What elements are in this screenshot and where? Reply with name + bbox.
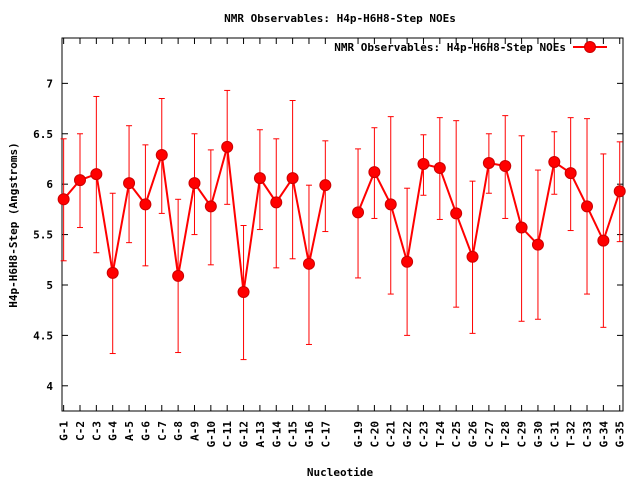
data-point — [139, 198, 152, 211]
x-tick-label: C-25 — [450, 421, 463, 448]
x-tick-label: G-30 — [532, 421, 545, 448]
data-point — [613, 185, 626, 198]
x-tick-label: C-11 — [221, 421, 234, 448]
y-tick-label: 4 — [46, 380, 53, 393]
data-point — [384, 198, 397, 211]
x-tick-label: G-10 — [205, 421, 218, 448]
x-tick-label: C-15 — [287, 421, 300, 448]
series-lines — [62, 146, 621, 293]
data-point — [253, 172, 266, 185]
data-point — [548, 155, 561, 168]
x-tick-label: G-6 — [139, 421, 152, 441]
data-point — [286, 172, 299, 185]
data-point — [73, 174, 86, 187]
x-tick-label: G-35 — [614, 421, 627, 448]
x-tick-label: T-28 — [499, 421, 512, 448]
x-tick-label: C-2 — [74, 421, 87, 441]
series-points — [57, 140, 626, 299]
x-axis-label: Nucleotide — [307, 466, 374, 479]
x-tick-label: G-26 — [467, 421, 480, 448]
x-tick-label: C-3 — [90, 421, 103, 441]
data-point — [204, 200, 217, 213]
data-point — [172, 269, 185, 282]
x-tick-label: G-22 — [401, 421, 414, 448]
x-tick-label: T-32 — [565, 421, 578, 448]
legend-label: NMR Observables: H4p-H6H8-Step NOEs — [334, 41, 566, 54]
y-tick-label: 7 — [46, 77, 53, 90]
data-point — [352, 206, 365, 219]
x-tick-label: G-34 — [597, 421, 610, 448]
data-point — [155, 148, 168, 161]
legend: NMR Observables: H4p-H6H8-Step NOEs — [334, 41, 607, 54]
data-point — [417, 158, 430, 171]
x-tick-label: G-1 — [58, 421, 71, 441]
data-point — [450, 207, 463, 220]
x-tick-label: G-19 — [352, 421, 365, 448]
data-point — [106, 266, 119, 279]
data-point — [597, 234, 610, 247]
legend-marker — [584, 41, 596, 53]
x-tick-label: C-27 — [483, 421, 496, 448]
data-point — [57, 193, 70, 206]
data-point — [188, 177, 201, 190]
data-point — [515, 221, 528, 234]
data-point — [319, 179, 332, 192]
data-point — [302, 257, 315, 270]
data-point — [368, 166, 381, 179]
data-point — [221, 140, 234, 153]
x-tick-label: G-14 — [270, 421, 283, 448]
data-point — [581, 200, 594, 213]
data-point — [531, 238, 544, 251]
data-point — [466, 250, 479, 263]
data-point — [270, 196, 283, 209]
y-axis: 4 4.5 5 5.5 6 6.5 7 — [33, 77, 623, 393]
x-tick-label: A-13 — [254, 421, 267, 448]
data-point — [482, 157, 495, 170]
x-tick-label: A-5 — [123, 421, 136, 441]
data-point — [90, 168, 103, 181]
data-point — [123, 177, 136, 190]
x-tick-label: A-9 — [188, 421, 201, 441]
x-axis: G-1 C-2 C-3 G-4 A-5 G-6 C-7 G-8 A-9 G-10 C-11 G-12 A… — [58, 38, 627, 448]
error-bars — [60, 89, 623, 361]
x-tick-label: C-23 — [417, 421, 430, 448]
y-axis-label: H4p-H6H8-Step (Angstroms) — [7, 142, 20, 308]
y-tick-label: 5.5 — [33, 229, 53, 242]
chart-title: NMR Observables: H4p-H6H8-Step NOEs — [224, 12, 456, 25]
y-tick-label: 4.5 — [33, 329, 53, 342]
y-tick-label: 6 — [46, 178, 53, 191]
y-tick-label: 5 — [46, 279, 53, 292]
x-tick-label: C-20 — [368, 421, 381, 448]
x-tick-label: C-21 — [385, 421, 398, 448]
x-tick-label: C-17 — [319, 421, 332, 448]
x-tick-label: G-12 — [238, 421, 251, 448]
x-tick-label: C-33 — [581, 421, 594, 448]
x-tick-label: C-31 — [548, 421, 561, 448]
x-tick-label: G-16 — [303, 421, 316, 448]
x-tick-label: C-7 — [156, 421, 169, 441]
data-point — [564, 167, 577, 180]
x-tick-label: T-24 — [434, 421, 447, 448]
data-point — [401, 255, 414, 268]
data-point — [499, 160, 512, 173]
y-tick-label: 6.5 — [33, 128, 53, 141]
data-point — [433, 162, 446, 175]
x-tick-label: G-4 — [107, 421, 120, 441]
x-tick-label: G-8 — [172, 421, 185, 441]
plot-area-frame — [61, 37, 624, 412]
data-point — [237, 286, 250, 299]
x-tick-label: C-29 — [516, 421, 529, 448]
